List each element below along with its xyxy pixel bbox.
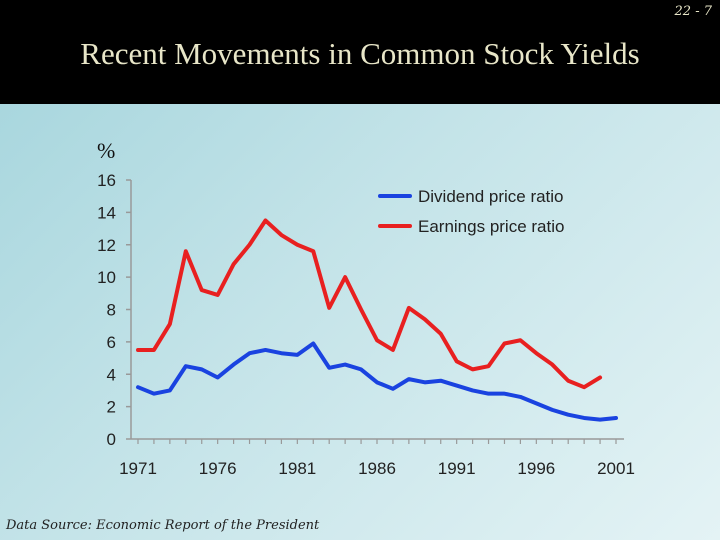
data-point (248, 351, 252, 355)
title-bar: 22 - 7 Recent Movements in Common Stock … (0, 0, 720, 104)
data-point (343, 275, 347, 279)
data-point (200, 288, 204, 292)
data-point (216, 293, 220, 297)
data-point (200, 367, 204, 371)
data-point (263, 348, 267, 352)
y-tick-label: 10 (97, 268, 116, 287)
data-point (502, 341, 506, 345)
data-point (518, 338, 522, 342)
data-point (471, 388, 475, 392)
y-tick-label: 2 (107, 398, 116, 417)
data-point (136, 348, 140, 352)
slide-title: Recent Movements in Common Stock Yields (80, 36, 640, 71)
x-tick-label: 1991 (438, 459, 476, 478)
y-tick-label: 0 (107, 430, 116, 449)
data-point (375, 380, 379, 384)
data-point (502, 392, 506, 396)
data-point (423, 380, 427, 384)
legend-label: Dividend price ratio (418, 187, 564, 206)
data-point (518, 395, 522, 399)
data-point (550, 363, 554, 367)
data-point (168, 388, 172, 392)
data-point (598, 375, 602, 379)
data-point (582, 385, 586, 389)
y-tick-label: 8 (107, 301, 116, 320)
y-tick-label: 16 (97, 171, 116, 190)
x-tick-label: 1976 (199, 459, 237, 478)
y-tick-label: 6 (107, 333, 116, 352)
data-point (263, 218, 267, 222)
data-point (327, 306, 331, 310)
data-point (184, 249, 188, 253)
y-tick-label: 4 (107, 365, 116, 384)
series-line-earnings (136, 218, 603, 390)
data-point (216, 375, 220, 379)
data-point (455, 384, 459, 388)
data-point (614, 416, 618, 420)
data-point (550, 408, 554, 412)
y-axis-unit-label: % (97, 138, 116, 163)
x-tick-label: 2001 (597, 459, 635, 478)
y-tick-label: 12 (97, 236, 116, 255)
data-point (566, 379, 570, 383)
data-point (359, 308, 363, 311)
data-point (295, 243, 299, 247)
data-point (343, 363, 347, 367)
data-point (311, 341, 315, 345)
data-point (152, 392, 156, 396)
data-point (279, 233, 283, 237)
data-point (566, 413, 570, 417)
data-point (232, 262, 236, 266)
data-point (487, 392, 491, 396)
data-point (534, 401, 538, 405)
data-point (439, 379, 443, 383)
data-point (487, 364, 491, 368)
data-point (407, 306, 411, 310)
x-tick-label: 1986 (358, 459, 396, 478)
y-tick-label: 14 (97, 203, 116, 222)
data-point (279, 351, 283, 355)
data-point (391, 387, 395, 391)
data-point (582, 416, 586, 420)
data-point (534, 351, 538, 355)
data-point (248, 243, 252, 247)
data-point (136, 385, 140, 389)
x-tick-label: 1971 (119, 459, 157, 478)
data-point (359, 367, 363, 371)
data-point (152, 348, 156, 352)
page-number: 22 - 7 (674, 4, 712, 19)
data-point (391, 348, 395, 352)
data-point (327, 366, 331, 370)
data-point (375, 338, 379, 342)
legend-label: Earnings price ratio (418, 217, 564, 236)
data-point (295, 353, 299, 357)
data-point (455, 359, 459, 363)
data-point (184, 364, 188, 368)
x-tick-label: 1981 (278, 459, 316, 478)
data-point (471, 367, 475, 371)
data-point (232, 363, 236, 367)
data-point (311, 249, 315, 253)
x-tick-label: 1996 (517, 459, 555, 478)
data-point (168, 322, 172, 326)
data-source-note: Data Source: Economic Report of the Pres… (6, 518, 320, 533)
data-point (598, 418, 602, 422)
data-point (407, 377, 411, 381)
data-point (439, 332, 443, 336)
data-point (423, 317, 427, 321)
